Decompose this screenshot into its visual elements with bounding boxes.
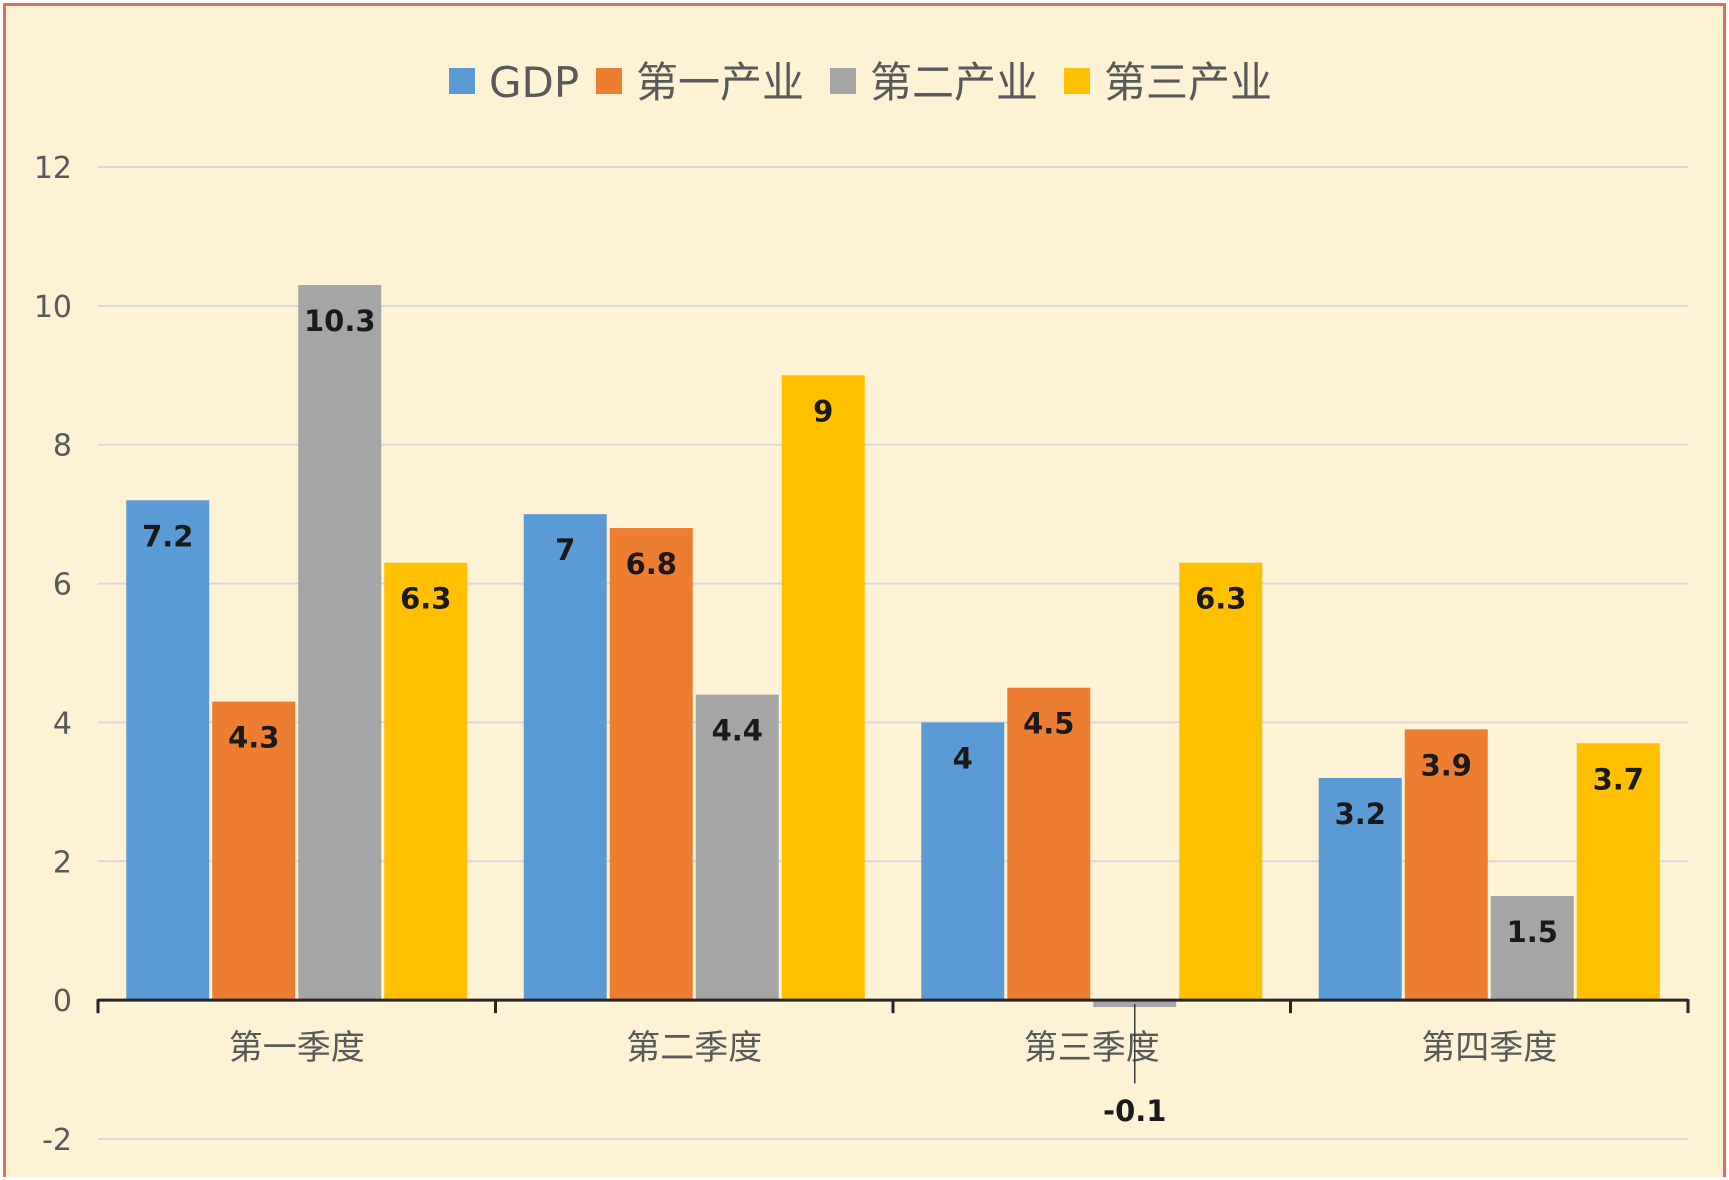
x-category-label: 第一季度 <box>229 1028 365 1068</box>
data-label: 6.8 <box>626 547 677 581</box>
y-tick-label: -2 <box>42 1123 72 1158</box>
legend-label: 第三产业 <box>1104 58 1272 107</box>
data-label: 10.3 <box>304 304 376 338</box>
x-category-label: 第四季度 <box>1421 1028 1557 1068</box>
y-tick-label: 10 <box>34 290 72 325</box>
bar <box>1576 743 1660 1001</box>
data-label: 4.5 <box>1023 707 1074 741</box>
y-tick-label: 4 <box>53 706 72 741</box>
legend-label: GDP <box>489 58 579 107</box>
y-tick-label: 6 <box>53 568 72 603</box>
y-tick-label: 2 <box>53 845 72 880</box>
data-label: 1.5 <box>1507 915 1558 949</box>
legend-label: 第一产业 <box>636 58 804 107</box>
y-tick-label: 12 <box>34 151 72 186</box>
y-axis-ticks: -2 0 2 4 6 8 10 12 <box>34 151 72 1158</box>
legend-swatch <box>1064 68 1090 94</box>
bars <box>126 285 1660 1008</box>
bar <box>1318 777 1402 1001</box>
legend: GDP 第一产业 第二产业 第三产业 <box>449 58 1272 107</box>
data-label: 3.9 <box>1421 748 1472 782</box>
data-label: 7 <box>555 533 575 567</box>
legend-swatch <box>830 68 856 94</box>
data-label: 7.2 <box>142 519 193 553</box>
data-label: 4 <box>953 741 973 775</box>
bar <box>1007 687 1091 1001</box>
data-label: 6.3 <box>400 582 451 616</box>
x-category-label: 第三季度 <box>1024 1028 1160 1068</box>
x-category-label: 第二季度 <box>626 1028 762 1068</box>
x-axis-categories: 第一季度 第二季度 第三季度 第四季度 <box>229 1028 1558 1068</box>
bar <box>384 562 468 1001</box>
data-label: 9 <box>813 394 833 428</box>
bar <box>1179 562 1263 1001</box>
data-label: -0.1 <box>1103 1094 1166 1128</box>
bar <box>781 375 865 1001</box>
bar <box>212 701 296 1001</box>
data-labels: 7.2 4.3 10.3 6.3 7 6.8 4.4 9 4 4.5 -0.1 6.3 3.2 3.9 1.… <box>142 304 1644 1128</box>
bar <box>523 514 607 1001</box>
legend-swatch <box>596 68 622 94</box>
legend-swatch <box>449 68 475 94</box>
data-label: 3.7 <box>1593 762 1644 796</box>
legend-label: 第二产业 <box>870 58 1038 107</box>
bar <box>1404 729 1488 1001</box>
data-label: 4.3 <box>228 721 279 755</box>
bar <box>1093 1000 1177 1008</box>
data-label: 3.2 <box>1335 797 1386 831</box>
bar <box>921 722 1005 1001</box>
bar <box>298 285 382 1001</box>
y-tick-label: 8 <box>53 429 72 464</box>
bar <box>609 528 693 1001</box>
bar <box>1490 896 1574 1001</box>
x-axis <box>96 998 1690 1014</box>
data-label: 4.4 <box>712 714 763 748</box>
y-tick-label: 0 <box>53 984 72 1019</box>
bar <box>126 500 210 1001</box>
data-label: 6.3 <box>1195 582 1246 616</box>
bar <box>695 694 779 1001</box>
